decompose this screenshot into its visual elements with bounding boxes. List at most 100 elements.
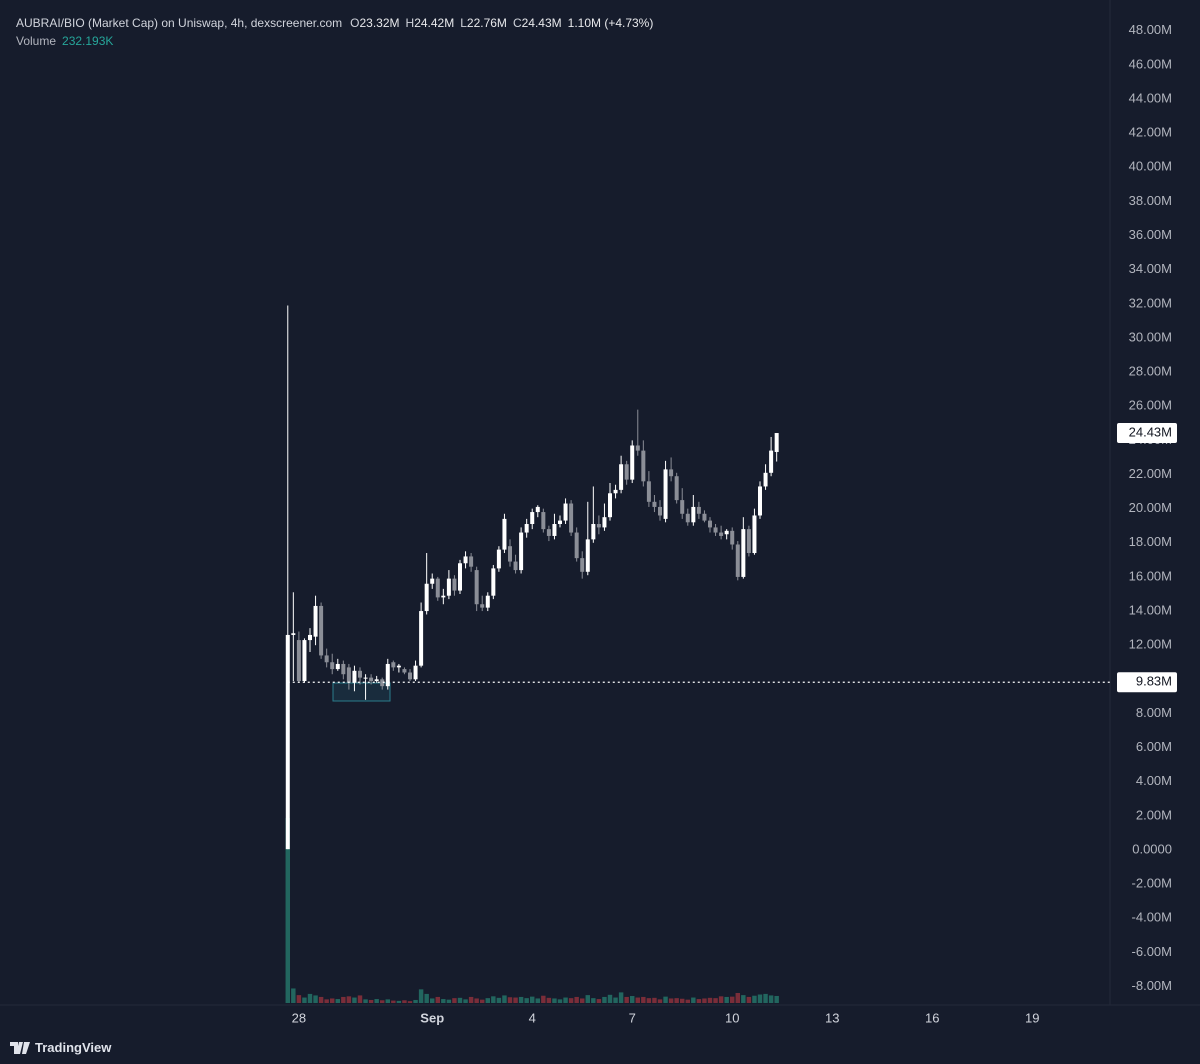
candle-body: [458, 563, 462, 591]
y-tick-label: -6.00M: [1132, 944, 1172, 959]
volume-bar: [535, 998, 540, 1003]
candle-body: [302, 640, 307, 682]
candle-body: [724, 530, 729, 535]
price-label-box: [1117, 672, 1177, 693]
candle-body: [552, 524, 557, 536]
volume-bar: [546, 997, 552, 1003]
y-tick-label: 14.00M: [1129, 602, 1172, 617]
y-tick-label: -2.00M: [1132, 876, 1172, 891]
volume-bar: [496, 997, 502, 1003]
volume-bar: [374, 999, 379, 1003]
candle-body: [735, 544, 740, 577]
volume-bar: [685, 999, 690, 1003]
candle-body: [374, 679, 379, 682]
volume-bar: [596, 999, 602, 1003]
candle-body: [519, 532, 524, 571]
volume-bar: [530, 996, 535, 1003]
candle-body: [769, 450, 774, 473]
volume-bar: [302, 997, 307, 1003]
candle-body: [546, 529, 551, 536]
volume-bar: [624, 996, 629, 1003]
candle-body: [630, 445, 635, 480]
candle-body: [746, 529, 751, 554]
candle-body: [741, 529, 746, 577]
y-tick-label: 4.00M: [1136, 773, 1172, 788]
x-tick-label: 10: [725, 1010, 739, 1025]
candle-body: [752, 515, 757, 554]
volume-bar: [613, 997, 618, 1003]
volume-bar: [502, 995, 507, 1003]
candle-body: [363, 677, 368, 679]
y-tick-label: 12.00M: [1129, 637, 1172, 652]
candle-body: [685, 513, 690, 523]
volume-bar: [291, 988, 296, 1003]
y-tick-label: -4.00M: [1132, 910, 1172, 925]
price-label: 24.43M: [1129, 424, 1172, 439]
y-tick-label: 32.00M: [1129, 295, 1172, 310]
candle-body: [530, 512, 535, 525]
candle-body: [296, 640, 301, 682]
y-tick-label: 22.00M: [1129, 466, 1172, 481]
volume-bar: [485, 998, 490, 1003]
volume-bar: [518, 996, 524, 1003]
ohlc: O 23.32M H 24.42M L 22.76M C 24.43M: [344, 14, 562, 32]
volume-bar: [457, 997, 463, 1003]
volume-bar: [707, 997, 713, 1003]
candle-body: [341, 663, 346, 675]
y-tick-label: -8.00M: [1132, 978, 1172, 993]
price-label-box: [1117, 423, 1177, 444]
candle-body: [335, 663, 340, 670]
candle-body: [385, 663, 390, 687]
candle-body: [719, 532, 724, 536]
volume-bar: [630, 996, 635, 1003]
candle-body: [452, 578, 457, 591]
volume-bar: [507, 997, 513, 1003]
change: 1.10M (+4.73%): [567, 16, 654, 30]
candle-body: [608, 493, 612, 518]
drawn-box: [332, 682, 391, 702]
candle-body: [496, 549, 501, 569]
volume-bar: [541, 995, 546, 1003]
y-tick-label: 48.00M: [1129, 22, 1172, 37]
volume-bar: [407, 1001, 413, 1003]
candle-body: [396, 665, 401, 668]
volume-bar: [768, 995, 774, 1003]
candle-body: [491, 568, 496, 596]
volume-bar: [702, 998, 707, 1003]
x-tick-label: 16: [925, 1010, 939, 1025]
candle-body: [763, 472, 768, 487]
candle-body: [646, 481, 651, 502]
candle-body: [619, 464, 624, 490]
candle-body: [674, 476, 679, 501]
volume-bar: [691, 997, 696, 1003]
candle-body: [702, 513, 707, 521]
brand-logo: [10, 1041, 30, 1054]
volume-bar: [735, 992, 740, 1003]
y-tick-label: 30.00M: [1129, 329, 1172, 344]
volume-bar: [474, 998, 479, 1003]
volume-bar: [668, 998, 674, 1003]
volume-bar: [652, 997, 657, 1003]
y-tick-label: 28.00M: [1129, 364, 1172, 379]
candle-body: [652, 501, 657, 507]
volume-bar: [718, 996, 724, 1003]
y-tick-label: 0.0000: [1132, 841, 1172, 856]
volume-bar: [491, 996, 496, 1003]
candle-body: [402, 669, 407, 673]
volume-bar: [424, 993, 429, 1003]
volume-bar: [341, 996, 346, 1003]
volume-bar: [602, 996, 607, 1003]
y-tick-label: 26.00M: [1129, 398, 1172, 413]
volume-bar: [396, 1000, 402, 1003]
brand-name: TradingView: [35, 1040, 112, 1055]
x-tick-label: 19: [1025, 1010, 1039, 1025]
y-tick-label: 38.00M: [1129, 193, 1172, 208]
volume-bar: [346, 996, 352, 1003]
y-tick-label: 18.00M: [1129, 534, 1172, 549]
volume-bar: [480, 999, 485, 1003]
volume-bar: [413, 999, 418, 1003]
volume-bar: [352, 997, 357, 1003]
y-tick-label: 36.00M: [1129, 227, 1172, 242]
candle-body: [613, 489, 618, 494]
